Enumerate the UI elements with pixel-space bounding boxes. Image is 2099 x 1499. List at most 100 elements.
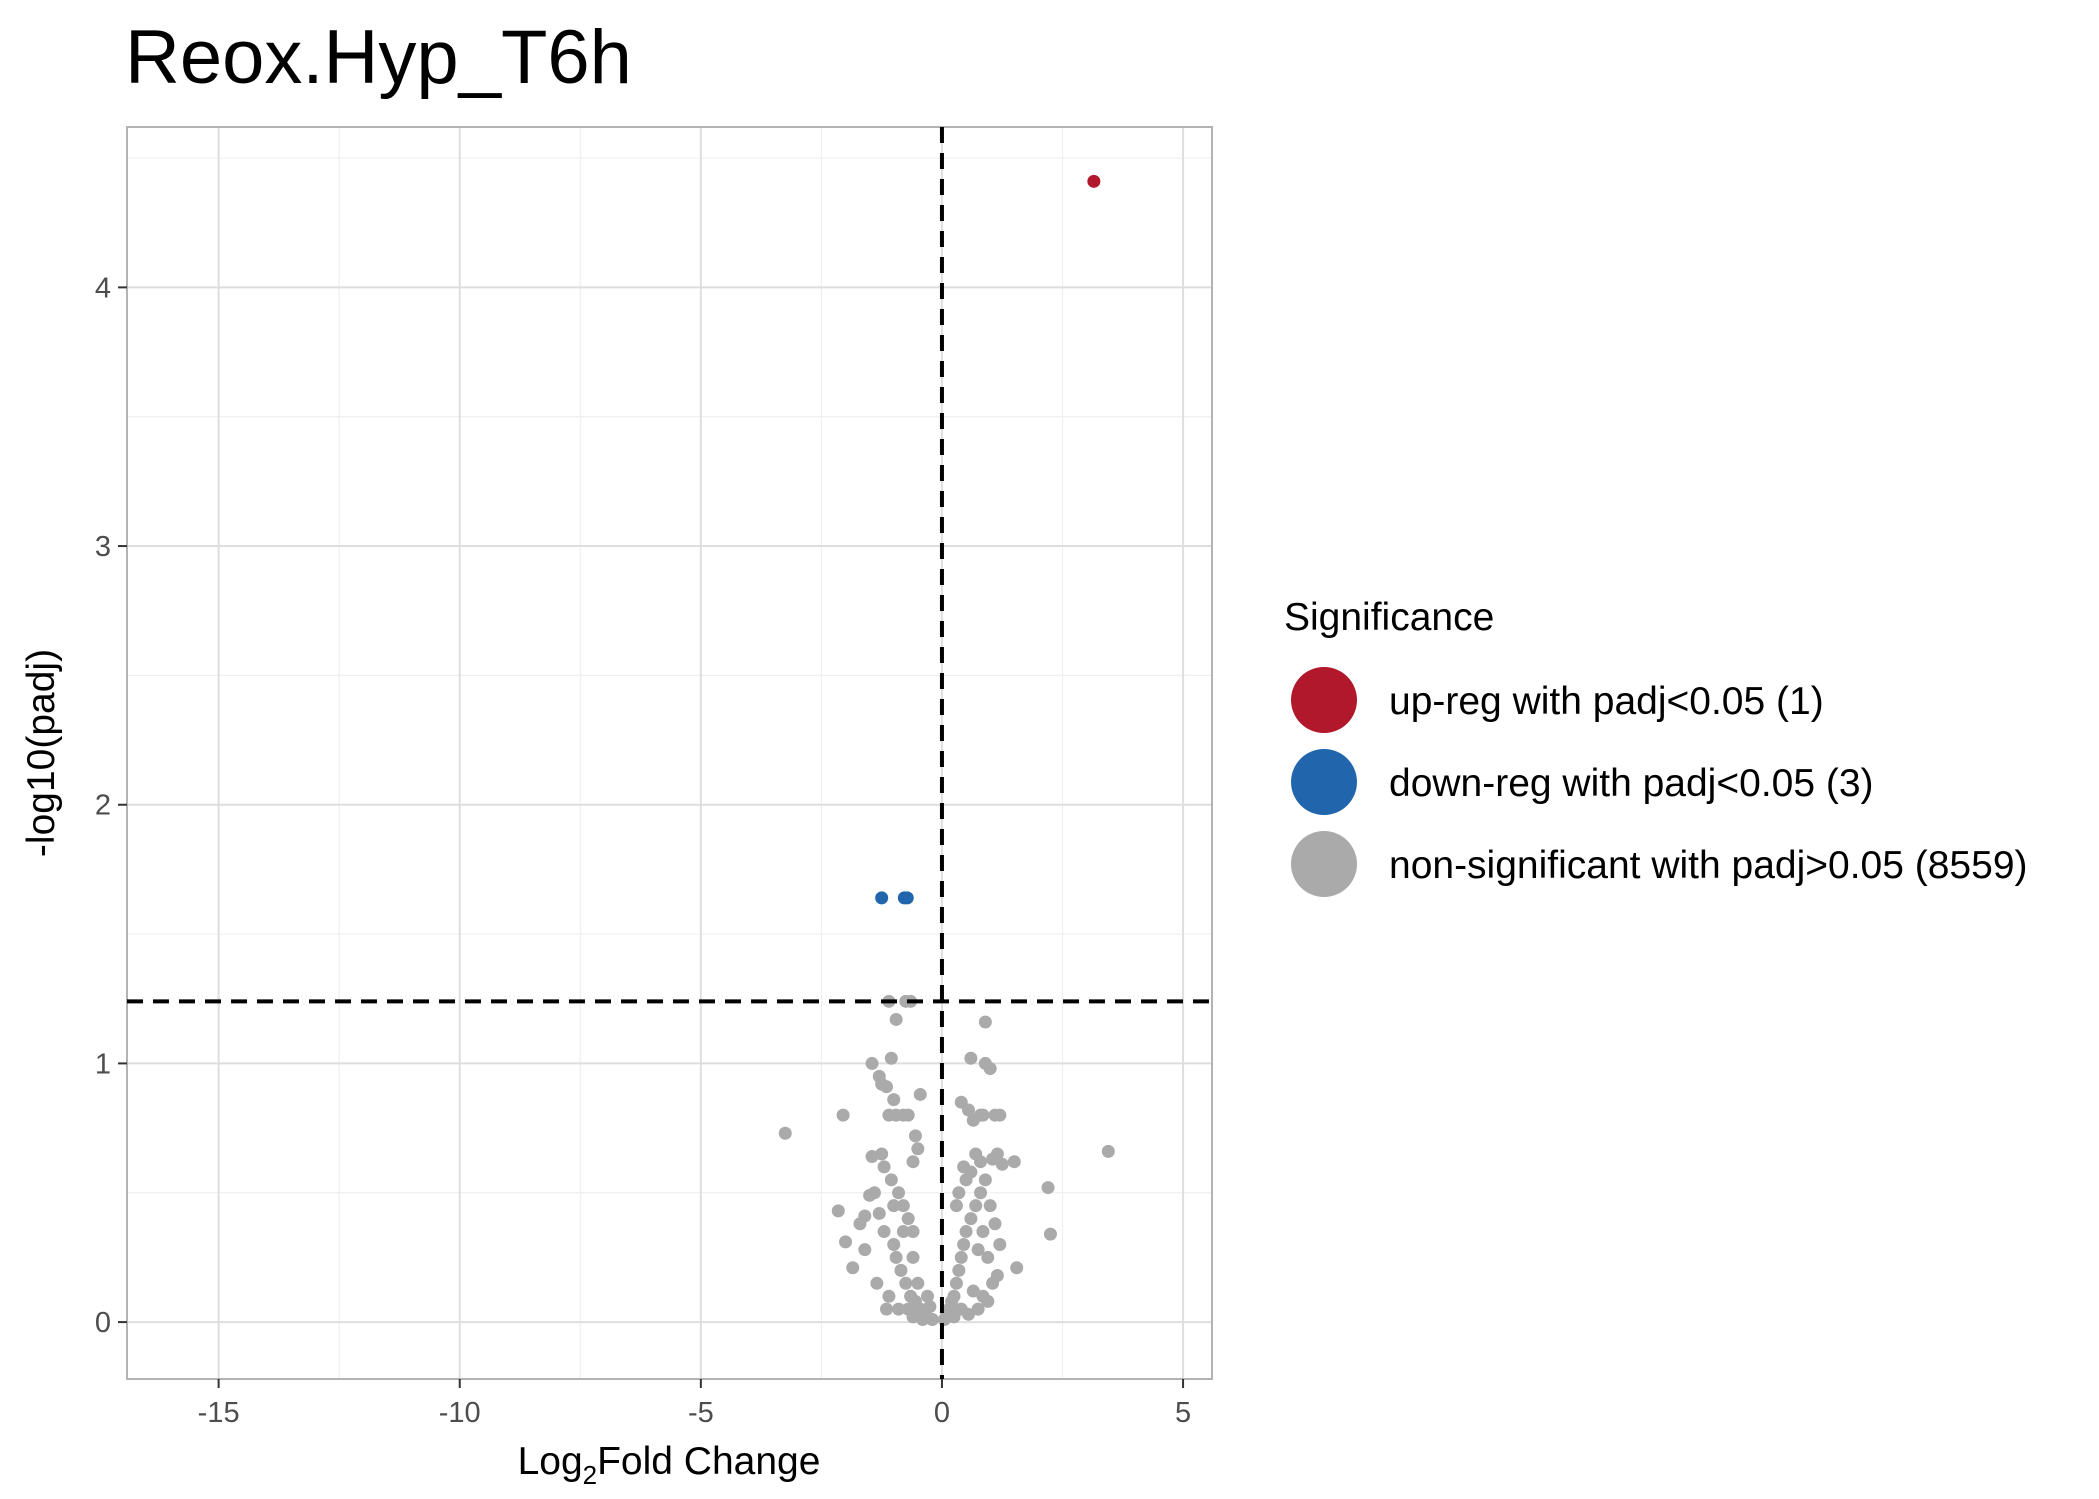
data-point — [993, 1108, 1007, 1122]
data-point — [993, 1237, 1007, 1251]
y-tick-label: 2 — [95, 790, 111, 822]
data-point — [889, 1012, 903, 1026]
data-point — [1010, 1261, 1024, 1275]
data-point — [906, 1155, 920, 1169]
data-point — [836, 1108, 850, 1122]
data-point — [846, 1261, 860, 1275]
data-point — [990, 1269, 1004, 1283]
data-point — [906, 1225, 920, 1239]
data-point — [978, 1173, 992, 1187]
data-point — [983, 1199, 997, 1213]
data-point — [880, 1302, 893, 1316]
data-point — [858, 1209, 872, 1223]
data-point — [969, 1199, 983, 1213]
data-point — [1007, 1155, 1021, 1169]
x-tick-label: -15 — [198, 1397, 240, 1429]
data-point — [976, 1225, 990, 1239]
data-point — [899, 1276, 913, 1290]
data-point — [995, 1157, 1009, 1171]
data-point — [988, 1217, 1002, 1231]
data-point — [971, 1243, 985, 1257]
legend-key-dot — [1291, 749, 1357, 815]
x-axis-ticks: -15 -10 -5 0 5 — [198, 1379, 1191, 1429]
x-tick-label: -5 — [688, 1397, 714, 1429]
legend-title: Significance — [1284, 596, 1494, 639]
data-point — [867, 1186, 881, 1200]
data-points — [778, 174, 1115, 1327]
data-point — [964, 1212, 978, 1226]
data-point — [858, 1243, 872, 1257]
data-point — [906, 1250, 920, 1264]
data-point — [920, 1289, 934, 1303]
data-point — [882, 1289, 896, 1303]
data-point — [1041, 1181, 1055, 1195]
data-point — [896, 1225, 910, 1239]
data-point — [865, 1056, 879, 1070]
x-tick-label: 5 — [1175, 1397, 1191, 1429]
data-point — [887, 1093, 901, 1107]
data-point — [990, 1147, 1004, 1161]
data-point — [839, 1235, 853, 1249]
data-point — [978, 1015, 992, 1029]
data-point — [952, 1263, 966, 1277]
data-point — [877, 1225, 891, 1239]
data-point — [892, 1302, 906, 1316]
data-point — [981, 1250, 995, 1264]
legend: Significance up-reg with padj<0.05 (1) do… — [1284, 596, 2028, 897]
data-point — [916, 1313, 930, 1327]
legend-entry-label: up-reg with padj<0.05 (1) — [1389, 680, 1824, 723]
y-axis-ticks: 0 1 2 3 4 — [95, 272, 127, 1339]
data-point — [778, 1126, 792, 1140]
legend-key-dot — [1291, 831, 1357, 897]
data-point — [981, 1294, 995, 1308]
data-point — [947, 1310, 961, 1324]
data-point — [964, 1051, 978, 1065]
grid-major — [127, 127, 1212, 1379]
data-point — [875, 891, 889, 905]
y-axis-title: -log10(padj) — [20, 649, 63, 857]
data-point — [908, 1129, 922, 1143]
data-point — [966, 1284, 980, 1298]
grid-minor — [127, 127, 1212, 1379]
data-point — [884, 1051, 898, 1065]
x-axis-title-rest: Fold Change — [597, 1440, 820, 1483]
data-point — [911, 1276, 925, 1290]
data-point — [961, 1103, 975, 1117]
data-point — [896, 1199, 910, 1213]
legend-entries: up-reg with padj<0.05 (1) down-reg with p… — [1291, 667, 2028, 897]
data-point — [923, 1300, 937, 1314]
x-tick-label: 0 — [934, 1397, 950, 1429]
data-point — [957, 1160, 971, 1174]
data-point — [889, 1250, 903, 1264]
data-point — [925, 1313, 939, 1327]
legend-entry-label: down-reg with padj<0.05 (3) — [1389, 762, 1874, 805]
y-tick-label: 4 — [95, 272, 111, 304]
x-axis-title-main: Log — [518, 1440, 583, 1483]
data-point — [884, 1173, 898, 1187]
plot-panel-border — [126, 126, 1213, 1380]
data-point — [877, 1160, 891, 1174]
data-point — [875, 1147, 889, 1161]
data-point — [954, 1250, 968, 1264]
data-point — [949, 1276, 963, 1290]
x-axis-title: Log2Fold Change — [518, 1440, 821, 1490]
data-point — [901, 1108, 915, 1122]
data-point — [887, 1237, 901, 1251]
data-point — [952, 1186, 966, 1200]
x-tick-label: -10 — [439, 1397, 481, 1429]
data-point — [892, 1186, 906, 1200]
data-point — [959, 1173, 973, 1187]
data-point — [1087, 174, 1101, 188]
data-point — [901, 1212, 915, 1226]
data-point — [913, 1087, 927, 1101]
data-point — [974, 1186, 988, 1200]
data-point — [894, 1263, 908, 1277]
plot-background — [127, 127, 1212, 1379]
data-point — [900, 891, 914, 905]
data-point — [1043, 1227, 1057, 1241]
data-point — [911, 1142, 925, 1156]
data-point — [957, 1237, 971, 1251]
x-axis-title-subscript: 2 — [583, 1460, 597, 1490]
data-point — [974, 1155, 988, 1169]
